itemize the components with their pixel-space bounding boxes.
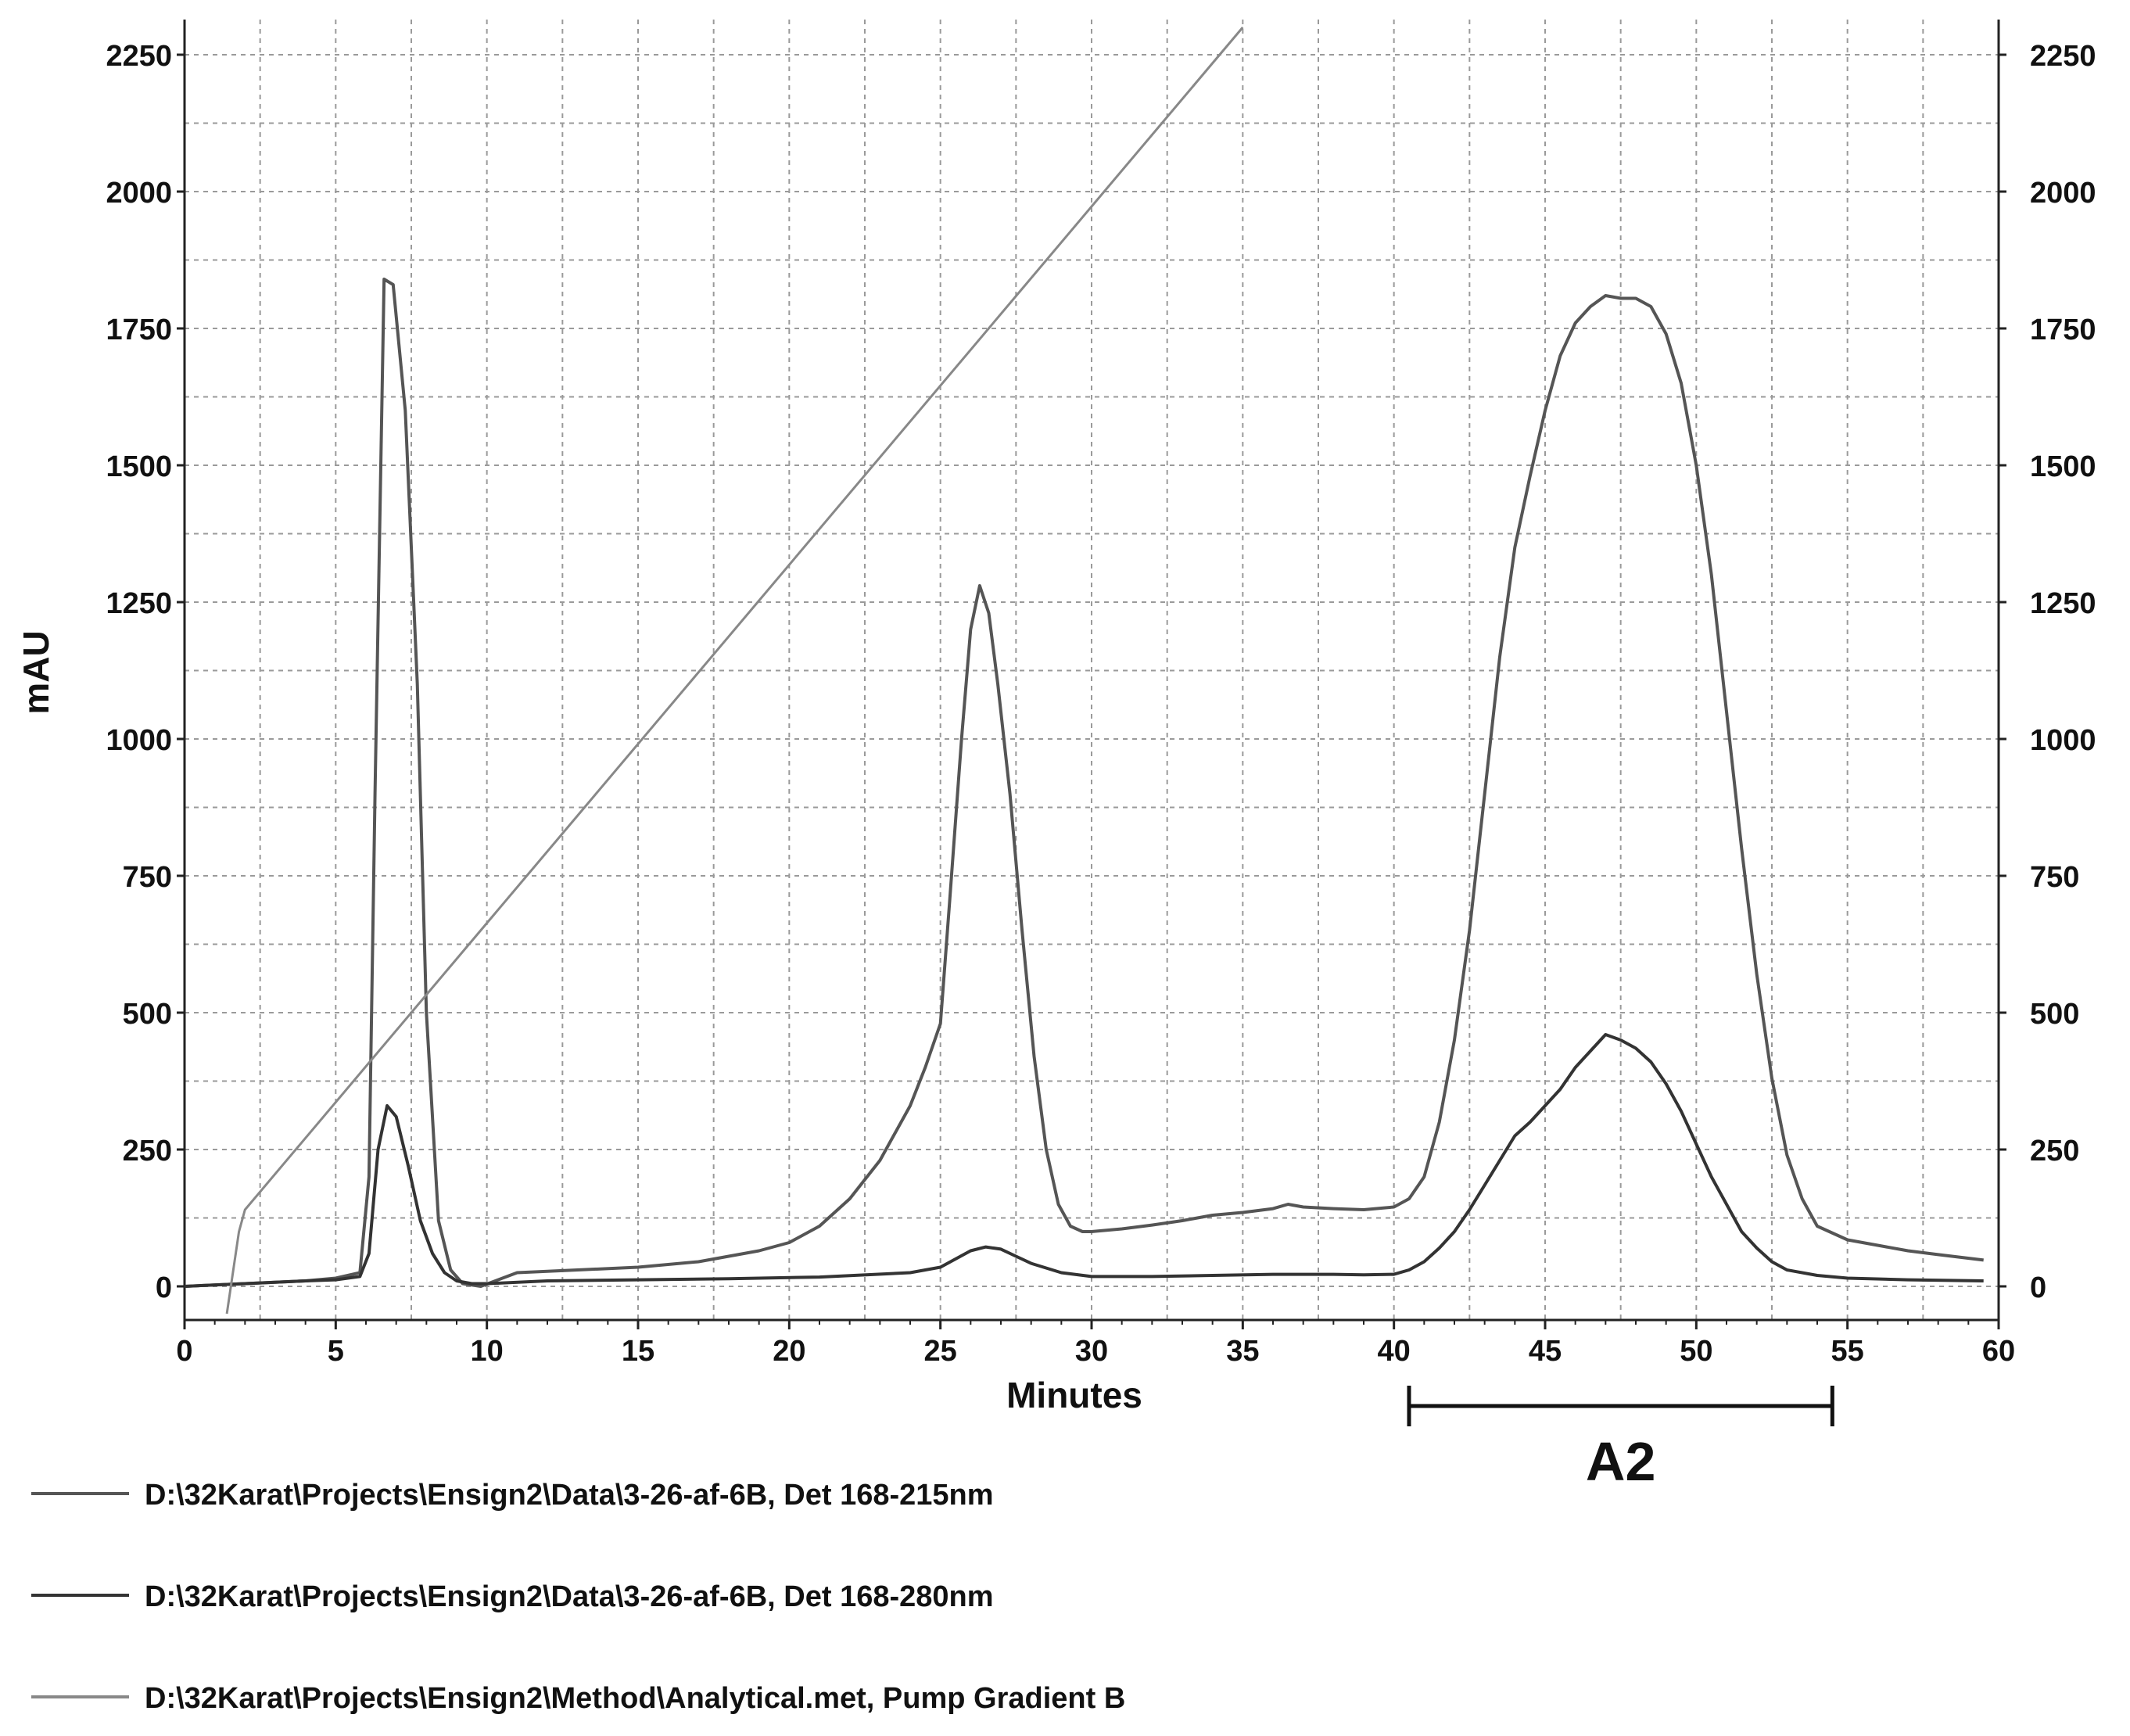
x-tick-label: 25 bbox=[924, 1335, 957, 1368]
y-tick-label-left: 250 bbox=[123, 1135, 172, 1167]
x-tick-label: 10 bbox=[471, 1335, 504, 1368]
series-layer bbox=[185, 27, 1984, 1315]
x-tick-label: 45 bbox=[1529, 1335, 1562, 1368]
y-tick-label-right: 500 bbox=[2030, 998, 2079, 1031]
y-tick-label-left: 2000 bbox=[106, 177, 172, 210]
x-tick-label: 40 bbox=[1378, 1335, 1411, 1368]
tick-label-layer: 0 5 10 15 20 25 30 35 40 45 50 55 60 0 250 500 750 1000 12… bbox=[106, 40, 2096, 1368]
y-tick-label-left: 1500 bbox=[106, 450, 172, 483]
y-tick-label-left: 1250 bbox=[106, 587, 172, 620]
y-axis-title: mAU bbox=[16, 630, 56, 714]
y-tick-label-right: 750 bbox=[2030, 861, 2079, 894]
y-tick-label-left: 750 bbox=[123, 861, 172, 894]
y-tick-label-right: 1250 bbox=[2030, 587, 2096, 620]
y-tick-label-left: 0 bbox=[156, 1272, 172, 1304]
legend-label-3: D:\32Karat\Projects\Ensign2\Method\Analy… bbox=[145, 1682, 1125, 1715]
y-tick-label-right: 1000 bbox=[2030, 724, 2096, 757]
x-tick-label: 20 bbox=[773, 1335, 805, 1368]
x-axis-title: Minutes bbox=[1006, 1375, 1142, 1415]
x-tick-label: 50 bbox=[1680, 1335, 1712, 1368]
grid-layer bbox=[184, 20, 1999, 1320]
x-tick-label: 0 bbox=[176, 1335, 192, 1368]
y-tick-label-right: 2250 bbox=[2030, 40, 2096, 73]
legend-label-1: D:\32Karat\Projects\Ensign2\Data\3-26-af… bbox=[145, 1479, 994, 1512]
x-tick-label: 30 bbox=[1075, 1335, 1108, 1368]
annotation-label: A2 bbox=[1586, 1431, 1655, 1492]
annotation-layer: A2 bbox=[1407, 1386, 1834, 1492]
series-line-2 bbox=[185, 1033, 1984, 1288]
legend: D:\32Karat\Projects\Ensign2\Data\3-26-af… bbox=[31, 1479, 1125, 1715]
y-tick-label-right: 2000 bbox=[2030, 177, 2096, 210]
axis-layer bbox=[177, 20, 2006, 1329]
y-tick-label-right: 250 bbox=[2030, 1135, 2079, 1167]
x-tick-label: 15 bbox=[622, 1335, 654, 1368]
plot-area bbox=[181, 20, 1989, 1318]
x-tick-label: 55 bbox=[1831, 1335, 1864, 1368]
x-tick-label: 60 bbox=[1982, 1335, 2015, 1368]
y-tick-label-left: 1000 bbox=[106, 724, 172, 757]
x-tick-label: 5 bbox=[328, 1335, 344, 1368]
y-tick-label-left: 500 bbox=[123, 998, 172, 1031]
y-tick-label-left: 2250 bbox=[106, 40, 172, 73]
y-tick-label-right: 1500 bbox=[2030, 450, 2096, 483]
x-tick-label: 35 bbox=[1226, 1335, 1259, 1368]
y-tick-label-right: 0 bbox=[2030, 1272, 2046, 1304]
series-line-3 bbox=[225, 27, 1244, 1315]
y-tick-label-right: 1750 bbox=[2030, 314, 2096, 346]
legend-label-2: D:\32Karat\Projects\Ensign2\Data\3-26-af… bbox=[145, 1580, 994, 1613]
y-tick-label-left: 1750 bbox=[106, 314, 172, 346]
